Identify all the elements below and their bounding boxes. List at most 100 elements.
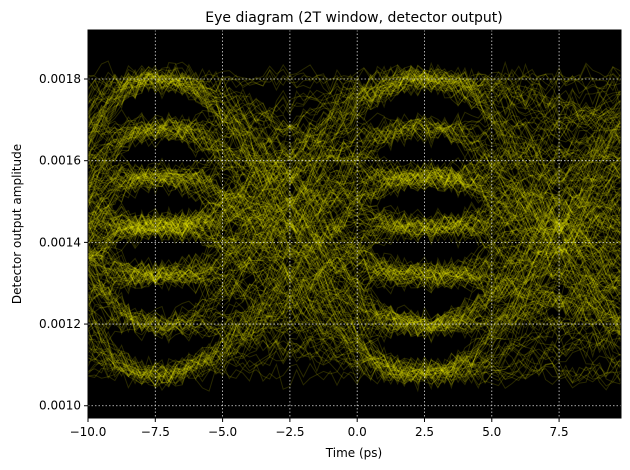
eye-trace <box>88 122 621 385</box>
eye-trace <box>88 211 621 389</box>
eye-trace <box>88 119 621 193</box>
eye-trace <box>88 113 621 284</box>
eye-trace <box>88 219 621 356</box>
x-tick-label: 0.0 <box>348 425 367 439</box>
eye-trace <box>88 153 621 288</box>
eye-trace <box>88 210 621 282</box>
eye-trace <box>88 179 621 382</box>
eye-trace <box>88 66 621 336</box>
eye-trace <box>88 209 621 333</box>
eye-trace <box>88 160 621 336</box>
eye-trace <box>88 148 621 289</box>
eye-trace <box>88 120 621 294</box>
eye-trace <box>88 74 621 294</box>
x-tick-label: −10.0 <box>70 425 107 439</box>
eye-trace <box>88 64 621 179</box>
eye-trace <box>88 76 621 306</box>
eye-trace <box>88 116 621 297</box>
x-axis: −10.0 −7.5 −5.0 −2.5 0.0 2.5 5.0 7.5 <box>70 418 569 439</box>
eye-trace <box>88 168 621 384</box>
eye-trace <box>88 73 621 286</box>
eye-trace <box>88 117 621 336</box>
eye-trace <box>88 198 621 333</box>
eye-trace <box>88 111 621 339</box>
eye-trace <box>88 254 621 337</box>
eye-trace <box>88 166 621 332</box>
eye-trace <box>88 65 621 315</box>
y-tick-label: 0.0012 <box>39 317 81 331</box>
eye-trace <box>88 166 621 320</box>
eye-trace <box>88 72 621 338</box>
eye-trace <box>88 170 621 390</box>
eye-trace <box>88 215 621 295</box>
y-tick-label: 0.0010 <box>39 399 81 413</box>
eye-trace <box>88 74 621 383</box>
eye-trace <box>88 161 621 300</box>
eye-trace <box>88 72 621 331</box>
eye-trace <box>88 204 621 289</box>
eye-trace <box>88 131 621 239</box>
eye-trace <box>88 160 621 278</box>
eye-trace <box>88 222 621 305</box>
eye-trace <box>88 265 621 390</box>
eye-trace <box>88 166 621 383</box>
eye-trace <box>88 76 621 342</box>
eye-trace <box>88 169 621 256</box>
eye-trace <box>88 66 621 245</box>
eye-trace <box>88 274 621 391</box>
eye-trace <box>88 66 621 337</box>
eye-trace <box>88 72 621 193</box>
eye-trace <box>88 68 621 245</box>
eye-trace <box>88 112 621 334</box>
eye-trace <box>88 64 621 145</box>
eye-trace <box>88 157 621 378</box>
eye-trace <box>88 207 621 295</box>
eye-trace <box>88 130 621 307</box>
y-tick-label: 0.0016 <box>39 154 81 168</box>
x-tick-label: −7.5 <box>141 425 170 439</box>
eye-trace <box>88 112 621 157</box>
eye-trace <box>88 140 621 241</box>
eye-trace <box>88 114 621 257</box>
eye-trace <box>88 70 621 193</box>
eye-trace <box>88 172 621 385</box>
eye-trace <box>88 345 621 392</box>
eye-trace <box>88 196 621 339</box>
eye-trace <box>88 219 621 378</box>
eye-trace <box>88 231 621 343</box>
eye-trace <box>88 91 621 187</box>
eye-trace <box>88 212 621 385</box>
eye-trace <box>88 91 621 193</box>
eye-trace <box>88 118 621 329</box>
eye-trace <box>88 199 621 384</box>
eye-trace <box>88 162 621 333</box>
eye-trace <box>88 114 621 376</box>
eye-trace <box>88 134 621 383</box>
eye-trace <box>88 113 621 379</box>
eye-trace <box>88 70 621 216</box>
eye-trace <box>88 124 621 382</box>
eye-trace <box>88 66 621 367</box>
eye-trace <box>88 175 621 391</box>
eye-trace <box>88 64 621 232</box>
eye-trace <box>88 73 621 238</box>
eye-trace <box>88 190 621 291</box>
eye-trace <box>88 92 621 237</box>
eye-trace <box>88 128 621 386</box>
eye-trace <box>88 60 621 382</box>
eye-trace <box>88 113 621 145</box>
eye-trace <box>88 163 621 299</box>
eye-trace <box>88 115 621 289</box>
eye-trace <box>88 148 621 289</box>
eye-trace <box>88 71 621 226</box>
eye-trace <box>88 147 621 292</box>
eye-trace <box>88 66 621 290</box>
eye-trace <box>88 67 621 231</box>
eye-trace <box>88 199 621 319</box>
eye-trace <box>88 130 621 381</box>
eye-trace <box>88 164 621 384</box>
eye-trace <box>88 116 621 237</box>
eye-trace <box>88 167 621 337</box>
eye-trace <box>88 100 621 389</box>
eye-trace <box>88 272 621 388</box>
